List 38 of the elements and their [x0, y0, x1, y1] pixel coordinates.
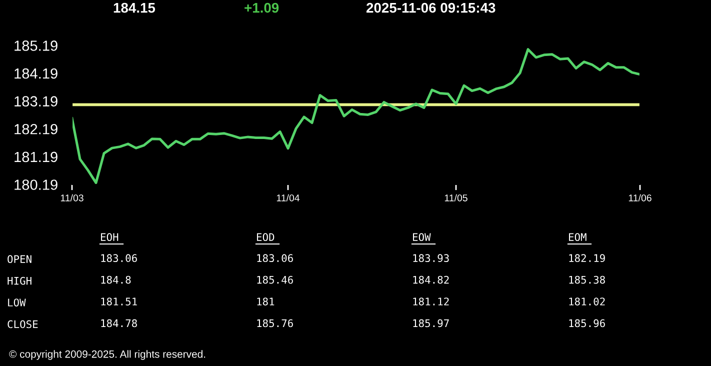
category-label: HIGH: [8, 276, 32, 285]
category-label: EOM: [569, 233, 586, 242]
text: 181.12: [413, 298, 449, 306]
text: 183.93: [413, 254, 449, 262]
text: 185.96: [569, 319, 605, 328]
text: 181.51: [101, 298, 137, 306]
x-tick-label: 11/03: [60, 194, 84, 202]
y-tick-label: 183.19: [14, 96, 58, 106]
y-tick-label: 181.19: [14, 152, 58, 162]
y-tick-label: 184.19: [14, 68, 58, 79]
text: 183.06: [257, 254, 293, 262]
text: 183.06: [101, 254, 137, 262]
x-tick-label: 11/04: [276, 194, 300, 202]
category-label: EOD: [257, 233, 274, 242]
y-tick-label: 185.19: [14, 40, 58, 51]
category-label: LOW: [8, 298, 26, 306]
text: 185.38: [569, 276, 605, 284]
x-tick-label: 11/06: [628, 194, 652, 202]
chart-title: 184.15: [114, 2, 156, 13]
text: 184.82: [413, 276, 449, 284]
y-tick-label: 180.19: [14, 180, 58, 190]
chart-subtitle: +1.09: [244, 2, 279, 13]
text: 182.19: [569, 254, 605, 262]
text: 185.46: [257, 276, 293, 284]
text: 185.97: [413, 319, 449, 328]
text: 181.02: [569, 298, 605, 306]
category-label: EOH: [101, 233, 118, 242]
text: © copyright 2009-2025. All rights reserved.: [9, 350, 206, 360]
x-tick-label: 11/05: [444, 194, 468, 202]
text: 185.76: [257, 319, 293, 328]
text: 184.8: [101, 276, 131, 284]
category-label: CLOSE: [8, 320, 38, 328]
category-label: EOW: [413, 233, 431, 242]
text: 181: [257, 298, 274, 306]
y-tick-label: 182.19: [14, 124, 58, 134]
text: 2025-11-06 09:15:43: [366, 2, 496, 13]
category-label: OPEN: [8, 255, 32, 264]
text: 184.78: [101, 319, 137, 328]
